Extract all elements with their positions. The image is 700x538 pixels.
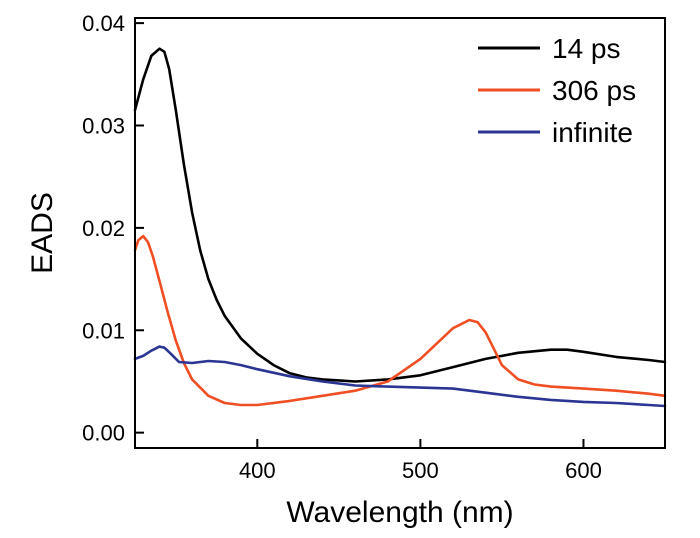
x-tick-label: 600: [565, 458, 602, 483]
x-tick-label: 400: [239, 458, 276, 483]
series-layer: [133, 47, 667, 408]
x-tick-label: 500: [402, 458, 439, 483]
plot-frame: [134, 17, 666, 449]
y-tick-label: 0.00: [82, 421, 125, 446]
y-tick-label: 0.01: [82, 318, 125, 343]
y-tick-label: 0.03: [82, 114, 125, 139]
y-axis-title: EADS: [26, 192, 59, 274]
legend: 14 ps 306 ps infinite: [478, 33, 636, 148]
series-line-1: [133, 47, 667, 383]
legend-label-3: infinite: [552, 117, 633, 148]
x-axis: 400 500 600: [239, 439, 602, 483]
x-axis-title: Wavelength (nm): [286, 496, 513, 529]
y-tick-label: 0.02: [82, 216, 125, 241]
series-line-3: [133, 345, 667, 408]
y-axis: 0.00 0.01 0.02 0.03 0.04: [82, 11, 144, 446]
legend-label-2: 306 ps: [552, 75, 636, 106]
legend-label-1: 14 ps: [552, 33, 621, 64]
y-tick-label: 0.04: [82, 11, 125, 36]
series-line-2: [133, 234, 667, 407]
